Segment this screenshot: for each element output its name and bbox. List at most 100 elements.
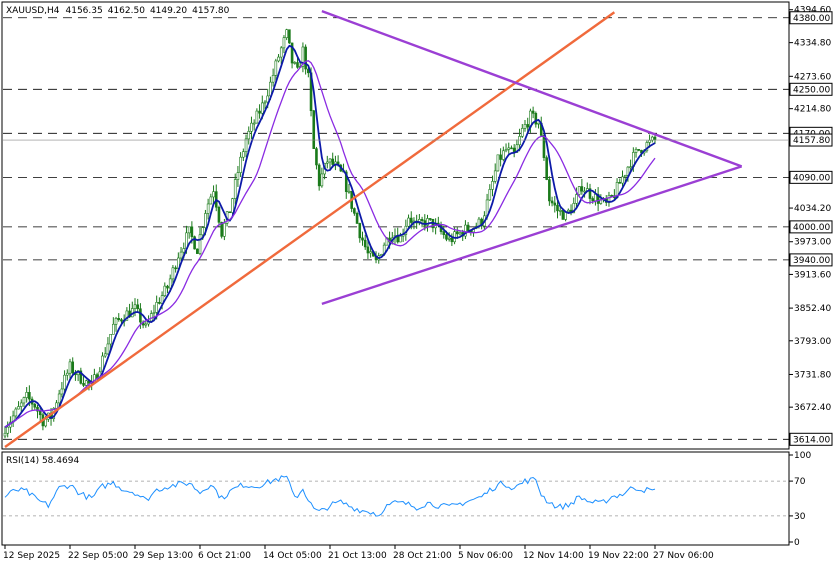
candle-body	[591, 198, 595, 201]
price-panel: XAUUSD,H4 4156.35 4162.50 4149.20 4157.80 36…	[1, 1, 833, 450]
candle-body	[491, 181, 494, 190]
y-tick-label: 3913.60	[794, 270, 831, 280]
candle-body	[44, 418, 47, 427]
rsi-tick-label: 100	[794, 451, 811, 461]
ohlc-open: 4156.35	[66, 6, 103, 16]
candle-body	[328, 158, 332, 163]
candle-body	[520, 128, 524, 137]
candle-body	[217, 206, 221, 223]
candle-body	[502, 150, 505, 160]
candle-body	[112, 323, 115, 335]
candle-body	[14, 408, 18, 417]
rsi-tick-label: 30	[794, 512, 806, 522]
level-badge	[789, 220, 833, 234]
candle-body	[458, 232, 462, 235]
rising-trendline	[4, 11, 616, 448]
ohlc-close: 4157.80	[192, 6, 229, 16]
x-tick-label: 12 Sep 2025	[3, 551, 60, 561]
level-badge	[789, 82, 833, 96]
y-tick-label: 4034.20	[794, 204, 831, 214]
candle-body	[79, 370, 83, 384]
y-tick-label: 4214.80	[794, 105, 831, 115]
candle-body	[68, 361, 72, 374]
candle-body	[38, 410, 42, 416]
candle-body	[588, 188, 592, 199]
candle-body	[223, 222, 226, 237]
y-tick-label: 3973.00	[794, 238, 831, 248]
candle-body	[442, 231, 446, 235]
candle-body	[125, 310, 129, 321]
rsi-tick-label: 70	[794, 477, 806, 487]
candle-body	[204, 213, 207, 228]
level-badge-label: 4090.00	[793, 173, 830, 183]
candle-body	[304, 46, 307, 70]
y-tick-label: 3731.80	[794, 370, 831, 380]
candle-body	[120, 319, 123, 322]
candle-body	[233, 179, 237, 199]
candle-body	[114, 318, 118, 325]
candle-body	[174, 267, 177, 270]
moving-averages	[4, 44, 656, 428]
candle-body	[450, 237, 454, 243]
candle-body	[496, 154, 500, 172]
candle-body	[572, 203, 576, 214]
current-price-badge	[789, 133, 833, 147]
x-tick-label: 28 Oct 21:00	[393, 551, 452, 561]
candle-body	[556, 204, 559, 212]
candle-body	[320, 173, 324, 187]
candle-body	[561, 210, 565, 220]
level-badge	[789, 253, 833, 267]
candle-body	[182, 248, 186, 253]
candle-body	[575, 194, 578, 204]
y-tick-label: 3852.40	[794, 304, 831, 314]
ohlc-low: 4149.20	[150, 6, 187, 16]
candle-body	[407, 217, 410, 227]
candle-body	[548, 179, 551, 202]
candle-body	[106, 343, 110, 355]
candle-body	[133, 304, 137, 309]
candle-body	[252, 122, 256, 125]
candle-body	[455, 231, 459, 235]
y-tick-label: 3793.00	[794, 337, 831, 347]
candle-body	[166, 285, 169, 289]
candle-body	[301, 46, 305, 67]
candle-body	[594, 193, 597, 201]
candle-body	[255, 110, 259, 124]
candle-body	[201, 227, 205, 236]
candle-body	[553, 202, 557, 206]
level-badge-label: 4380.00	[793, 14, 830, 24]
candle-body	[3, 432, 7, 437]
candle-body	[36, 406, 39, 412]
candle-body	[507, 147, 511, 150]
candle-body	[331, 158, 335, 165]
candle-body	[325, 161, 329, 164]
candle-body	[193, 236, 196, 250]
candle-body	[236, 172, 240, 180]
rsi-panel-frame	[1, 451, 790, 546]
candle-body	[428, 218, 432, 220]
candle-body	[610, 195, 613, 197]
candle-body	[558, 210, 562, 212]
candle-body	[117, 318, 121, 320]
rsi-levels	[3, 480, 789, 517]
y-tick-label: 4334.80	[794, 39, 831, 49]
candle-body	[290, 42, 294, 64]
candle-body	[212, 191, 215, 198]
candle-body	[296, 62, 299, 68]
candle-body	[6, 426, 10, 434]
price-panel-frame	[1, 1, 790, 450]
candle-body	[445, 234, 448, 240]
candle-body	[71, 361, 75, 374]
candle-body	[139, 308, 142, 323]
candle-body	[355, 213, 359, 224]
candle-body	[596, 193, 600, 204]
candle-body	[282, 37, 286, 49]
candle-body	[420, 219, 424, 221]
candle-body	[247, 131, 251, 140]
candle-body	[577, 186, 581, 195]
candle-body	[447, 237, 451, 240]
candle-body	[179, 251, 183, 259]
candle-body	[629, 166, 632, 168]
candle-body	[637, 149, 641, 151]
